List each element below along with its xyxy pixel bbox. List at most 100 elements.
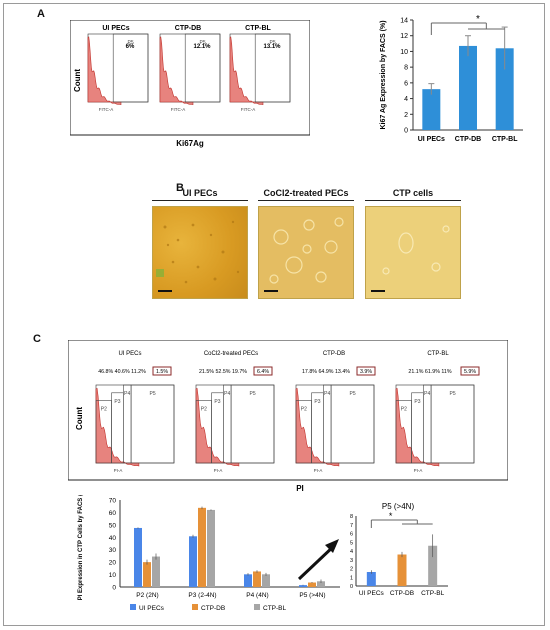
gate-p5 bbox=[330, 384, 375, 464]
flow-percent: 6% bbox=[126, 44, 135, 50]
boxed-percent: 3.9% bbox=[360, 369, 372, 375]
y-tick-label: 14 bbox=[400, 18, 408, 25]
micro-title-2: CoCl2-treated PECs bbox=[263, 188, 349, 198]
gate-p5 bbox=[230, 384, 275, 464]
y-tick-label: 2 bbox=[350, 567, 353, 573]
y-tick-label: 12 bbox=[400, 33, 408, 40]
flow-percent: 46.8% 40.6% 11.2% bbox=[98, 369, 146, 375]
histogram-curve bbox=[295, 387, 340, 467]
y-tick-label: 0 bbox=[112, 585, 116, 592]
flow-title: CTP-DB bbox=[175, 25, 201, 32]
y-tick-label: 5 bbox=[350, 540, 353, 546]
scale-bar bbox=[158, 290, 172, 292]
histogram-curve bbox=[195, 387, 240, 467]
boxed-percent: 6.4% bbox=[257, 369, 269, 375]
flow-y-label: Count bbox=[75, 407, 84, 430]
y-tick-label: 1 bbox=[350, 575, 353, 581]
gate-label: P3 bbox=[214, 399, 220, 405]
flow-percent: 12.1% bbox=[193, 44, 211, 50]
figure-frame bbox=[3, 3, 545, 626]
y-tick-label: 6 bbox=[404, 80, 408, 87]
boxed-percent: 1.5% bbox=[156, 369, 168, 375]
bar bbox=[152, 556, 160, 587]
gate-label: P2 bbox=[301, 407, 307, 413]
x-tick-label: P2 (2N) bbox=[136, 592, 158, 599]
gate-p5 bbox=[130, 384, 175, 464]
bar bbox=[317, 581, 325, 587]
bar bbox=[308, 582, 316, 587]
flow-title: CTP-BL bbox=[245, 25, 271, 32]
micrograph-ui-pecs bbox=[152, 206, 248, 299]
gate-label: P4 bbox=[324, 391, 330, 397]
flow-outline bbox=[70, 20, 310, 136]
scale-bar bbox=[371, 290, 385, 292]
gate-p5 bbox=[112, 33, 149, 103]
flow-percent: 13.1% bbox=[263, 44, 281, 50]
bar bbox=[495, 48, 514, 130]
y-tick-label: 0 bbox=[350, 584, 353, 590]
histogram-curve bbox=[87, 36, 122, 105]
x-tick-label: UI PECs bbox=[359, 590, 385, 597]
histogram-curve bbox=[159, 36, 194, 105]
flow-percent: 21.1% 61.9% 11% bbox=[408, 369, 451, 375]
flow-channel: PI-A bbox=[314, 468, 323, 473]
micro-title-rule-1 bbox=[152, 200, 248, 201]
pi-grouped-bar-chart: PI Expression in CTP Cells by FACS (%) 0 1… bbox=[78, 495, 340, 612]
y-tick-label: 0 bbox=[404, 128, 408, 135]
histogram-curve bbox=[395, 387, 440, 467]
p5-bar-chart: P5 (>4N) 0 1 2 3 4 5 6 7 8 UI PECs CTP-DB CTP-BL * bbox=[350, 502, 448, 597]
scale-bar bbox=[264, 290, 278, 292]
y-tick-label: 50 bbox=[109, 522, 117, 529]
y-tick-label: 20 bbox=[109, 560, 117, 567]
y-tick-label: 6 bbox=[350, 532, 353, 538]
gate-label: P4 bbox=[224, 391, 230, 397]
ki67-histogram-3: P5 bbox=[229, 33, 291, 105]
pi-histogram-2: P2 P3 P4 P5 bbox=[195, 384, 275, 467]
legend-label: UI PECs bbox=[139, 605, 165, 612]
gate-label: P4 bbox=[424, 391, 430, 397]
micrograph-cocl2-pecs bbox=[258, 206, 354, 299]
micro-title-3: CTP cells bbox=[392, 188, 434, 198]
bar bbox=[428, 545, 438, 586]
gate-label: P2 bbox=[201, 407, 207, 413]
y-tick-label: 30 bbox=[109, 547, 117, 554]
gate-label: P5 bbox=[349, 391, 355, 397]
flow-outline bbox=[68, 340, 508, 481]
boxed-percent-frame bbox=[152, 366, 172, 376]
boxed-percent-frame bbox=[253, 366, 273, 376]
flow-channel: PI-A bbox=[114, 468, 123, 473]
y-tick-label: 4 bbox=[404, 96, 408, 103]
ki67-histogram-2: P5 bbox=[159, 33, 221, 105]
flow-channel: FITC-A bbox=[99, 107, 114, 112]
gate-label: P5 bbox=[149, 391, 155, 397]
boxed-percent: 5.9% bbox=[464, 369, 476, 375]
gate-label: P5 bbox=[270, 40, 276, 46]
gate-label: P3 bbox=[314, 399, 320, 405]
flow-channel: FITC-A bbox=[241, 107, 256, 112]
gate-label: P5 bbox=[200, 40, 206, 46]
bar bbox=[244, 574, 252, 587]
bar bbox=[253, 571, 261, 587]
y-tick-label: 7 bbox=[350, 523, 353, 529]
micro-title-rule-3 bbox=[365, 200, 461, 201]
bar bbox=[422, 89, 441, 130]
gate-label: P5 bbox=[249, 391, 255, 397]
y-axis-label: Ki67 Ag Expression by FACS (%) bbox=[380, 20, 387, 129]
gate-label: P2 bbox=[401, 407, 407, 413]
y-tick-label: 3 bbox=[350, 558, 353, 564]
significance-star: * bbox=[476, 14, 480, 25]
arrow-icon bbox=[297, 539, 339, 581]
legend-swatch bbox=[254, 604, 260, 610]
legend-swatch bbox=[192, 604, 198, 610]
significance-star: * bbox=[389, 511, 393, 521]
ki67-bar-chart: Ki67 Ag Expression by FACS (%) 0 2 4 6 8 10 12 1… bbox=[380, 14, 523, 143]
y-tick-label: 60 bbox=[109, 510, 117, 517]
flow-title: CTP-DB bbox=[323, 351, 345, 357]
boxed-percent-frame bbox=[356, 366, 376, 376]
gate-p5 bbox=[184, 33, 221, 103]
flow-y-label: Count bbox=[73, 69, 82, 92]
x-tick-label: P3 (2-4N) bbox=[188, 592, 216, 599]
y-tick-label: 70 bbox=[109, 498, 117, 505]
chart-title: P5 (>4N) bbox=[382, 502, 415, 511]
